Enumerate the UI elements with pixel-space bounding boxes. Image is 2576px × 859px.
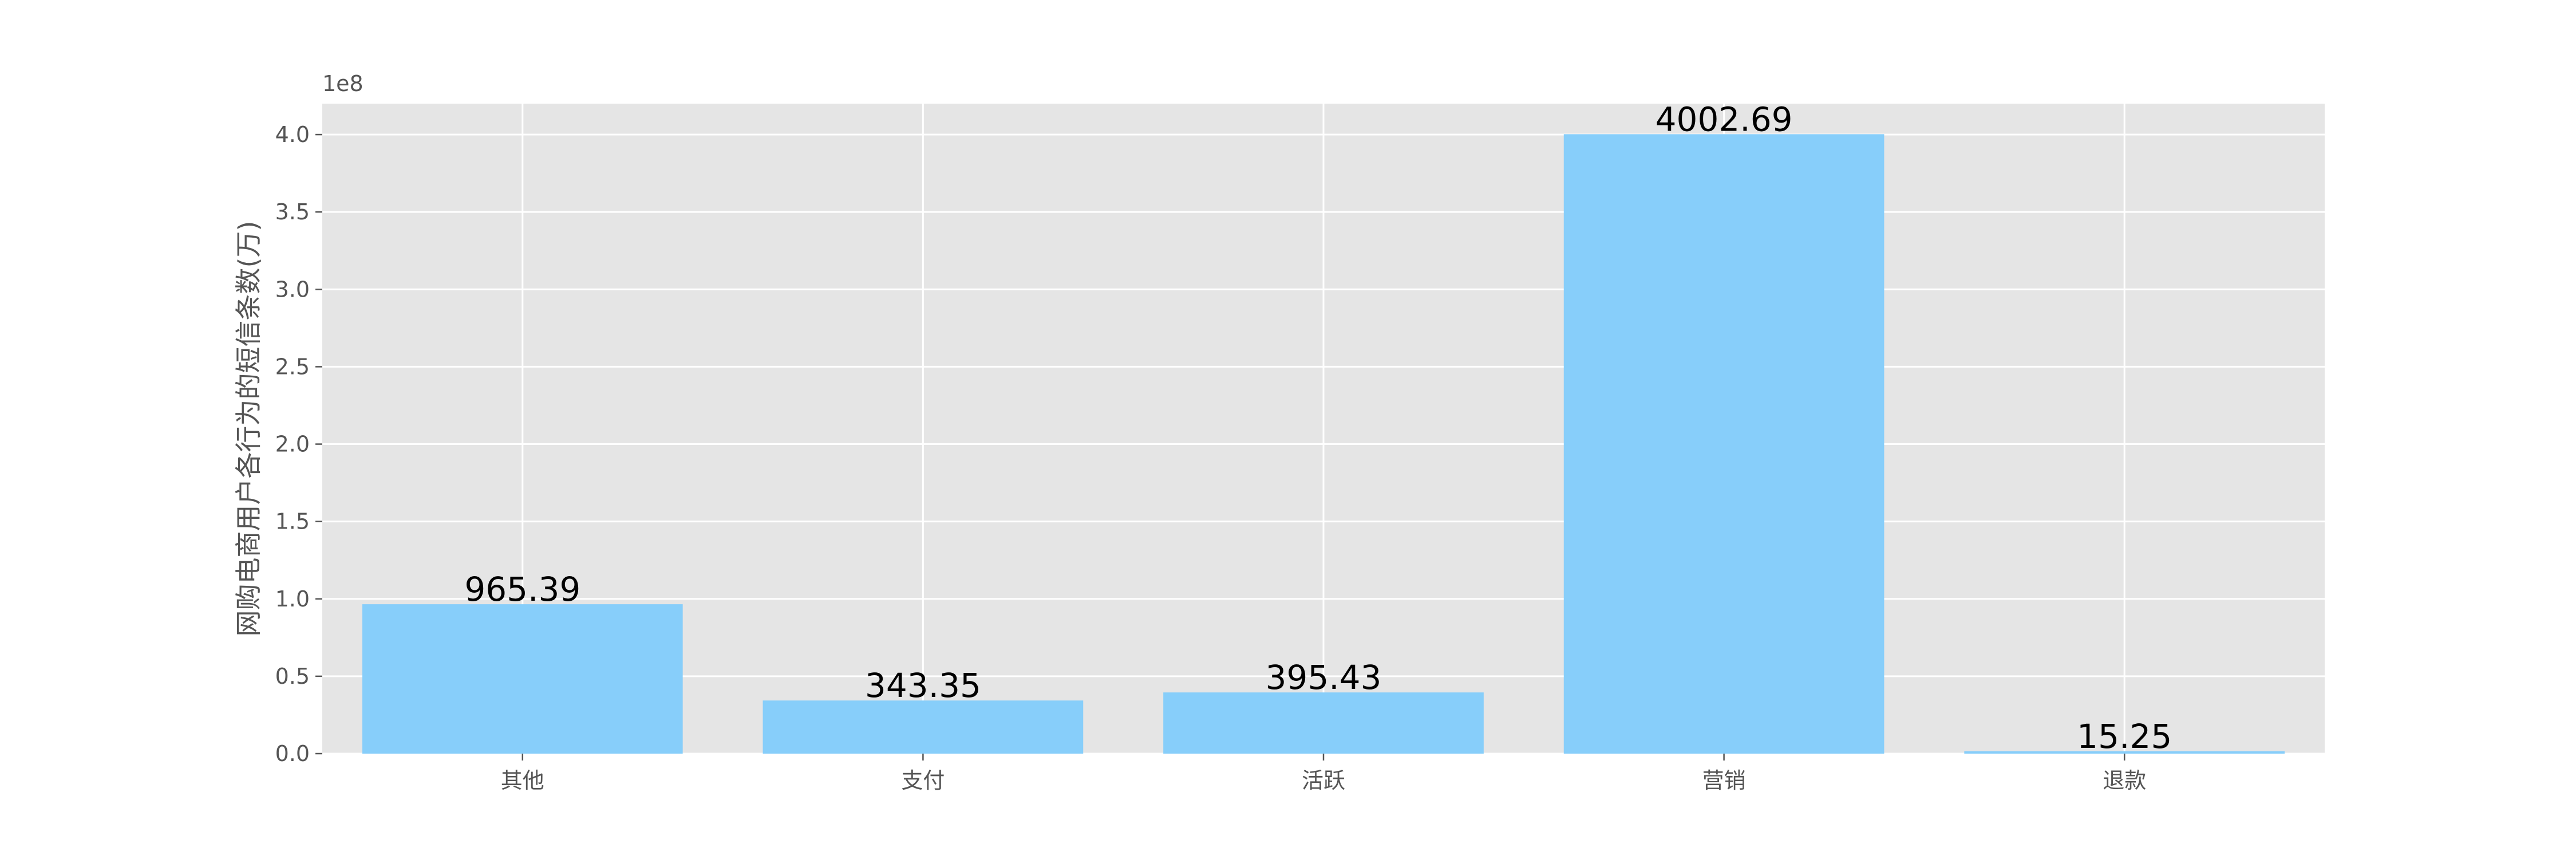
- x-tick-label: 退款: [2103, 768, 2146, 793]
- y-tick-label: 4.0: [275, 122, 310, 147]
- grid-lines: [322, 104, 2325, 755]
- bars: [362, 134, 2285, 754]
- y-tick-label: 3.0: [275, 277, 310, 302]
- x-tick-label: 支付: [901, 768, 945, 793]
- bar-3: [1163, 692, 1484, 754]
- y-tick-label: 2.0: [275, 432, 310, 457]
- bar-4: [1563, 134, 1884, 754]
- x-tick-label: 其他: [501, 768, 544, 793]
- bar-2: [762, 700, 1084, 754]
- bar-5: [1964, 751, 2285, 754]
- y-axis: 0.0 0.5 1.0 1.5 2.0 2.5 3.0 3.5 4.0: [275, 122, 322, 766]
- y-axis-title: 网购电商用户各行为的短信条数(万): [233, 221, 264, 637]
- y-axis-offset-label: 1e8: [322, 71, 364, 96]
- x-axis: 其他 支付 活跃 营销 退款: [501, 754, 2146, 793]
- data-label-5: 15.25: [2077, 717, 2172, 756]
- data-labels: 965.39 343.35 395.43 4002.69 15.25: [464, 100, 2172, 756]
- y-tick-label: 0.5: [275, 664, 310, 689]
- x-tick-label: 活跃: [1302, 768, 1345, 793]
- y-tick-label: 1.0: [275, 586, 310, 612]
- data-label-4: 4002.69: [1656, 100, 1793, 139]
- y-tick-label: 1.5: [275, 509, 310, 534]
- bar-1: [362, 604, 683, 754]
- y-tick-label: 3.5: [275, 199, 310, 224]
- y-tick-label: 0.0: [275, 741, 310, 766]
- data-label-1: 965.39: [464, 570, 580, 609]
- y-tick-label: 2.5: [275, 354, 310, 379]
- data-label-3: 395.43: [1266, 658, 1382, 697]
- data-label-2: 343.35: [865, 666, 981, 705]
- x-tick-label: 营销: [1702, 768, 1746, 793]
